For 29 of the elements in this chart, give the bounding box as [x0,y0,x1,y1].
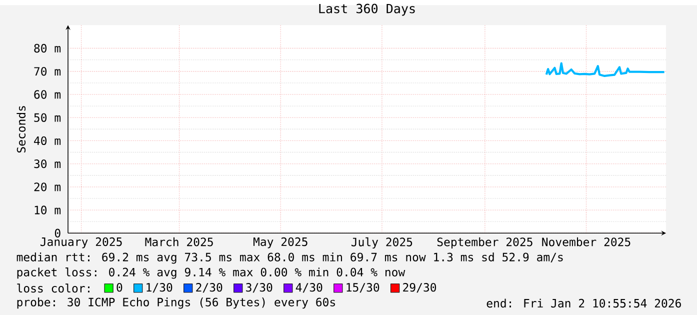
y-tick-label: 0 [54,228,60,238]
legend-label: 0 [116,282,122,292]
x-tick-label: May 2025 [253,237,308,248]
y-axis-title: Seconds [16,106,26,152]
text: packet loss: 0.24 % avg 9.14 % max 0.00 % min 0.04 % now [17,267,406,279]
y-tick-label: 10 m [34,206,61,214]
legend-label: 15/30 [346,282,380,293]
text: probe: 30 ICMP Echo Pings (56 Bytes) every 60s [17,297,335,309]
legend-title: loss color: [17,284,90,293]
y-tick-label: 60 m [34,90,61,99]
text: median rtt: 69.2 ms avg 73.5 ms max 68.0 ms min 69.7 ms now 1.3 ms sd 52.9 am/s [16,252,563,264]
legend-label: 2/30 [196,282,222,293]
y-tick-label: 80 m [34,44,61,53]
y-tick-label: 70 m [34,66,61,76]
x-tick-label: November 2025 [542,237,630,246]
text: end: Fri Jan 2 10:55:54 2026 [486,298,681,308]
x-tick-label: July 2025 [351,237,412,248]
legend-label: 3/30 [246,282,272,293]
legend-label: 4/30 [296,282,322,293]
x-tick-label: September 2025 [437,237,532,248]
y-tick-label: 50 m [34,113,61,122]
y-tick-label: 30 m [34,159,61,168]
legend-label: 1/30 [146,282,172,293]
legend-label: 29/30 [403,282,436,293]
y-tick-label: 20 m [34,182,61,192]
y-tick-label: 40 m [34,136,61,145]
x-tick-label: March 2025 [145,237,213,246]
chart-title: Last 360 Days [319,4,415,16]
x-tick-label: January 2025 [40,237,122,248]
